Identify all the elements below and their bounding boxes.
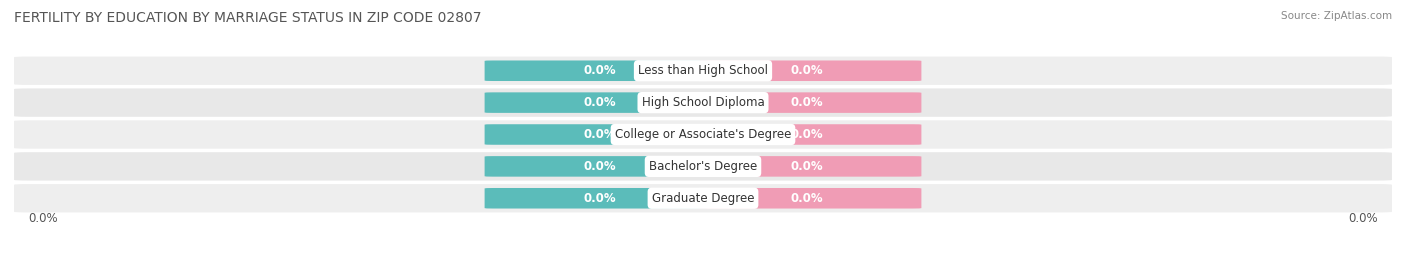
FancyBboxPatch shape (485, 92, 707, 113)
Text: High School Diploma: High School Diploma (641, 96, 765, 109)
Text: 0.0%: 0.0% (28, 211, 58, 225)
FancyBboxPatch shape (14, 120, 1392, 149)
FancyBboxPatch shape (699, 124, 921, 145)
FancyBboxPatch shape (14, 152, 1392, 180)
Text: FERTILITY BY EDUCATION BY MARRIAGE STATUS IN ZIP CODE 02807: FERTILITY BY EDUCATION BY MARRIAGE STATU… (14, 11, 482, 25)
FancyBboxPatch shape (485, 188, 707, 208)
Text: Bachelor's Degree: Bachelor's Degree (650, 160, 756, 173)
Text: 0.0%: 0.0% (583, 128, 616, 141)
Text: 0.0%: 0.0% (790, 128, 823, 141)
FancyBboxPatch shape (485, 61, 707, 81)
Text: 0.0%: 0.0% (583, 192, 616, 205)
FancyBboxPatch shape (14, 56, 1392, 85)
FancyBboxPatch shape (14, 184, 1392, 213)
Text: 0.0%: 0.0% (583, 160, 616, 173)
Text: 0.0%: 0.0% (790, 160, 823, 173)
FancyBboxPatch shape (485, 124, 707, 145)
Text: 0.0%: 0.0% (790, 64, 823, 77)
FancyBboxPatch shape (699, 92, 921, 113)
FancyBboxPatch shape (699, 61, 921, 81)
Text: Graduate Degree: Graduate Degree (652, 192, 754, 205)
Text: 0.0%: 0.0% (583, 64, 616, 77)
FancyBboxPatch shape (699, 156, 921, 177)
Text: 0.0%: 0.0% (583, 96, 616, 109)
Text: Less than High School: Less than High School (638, 64, 768, 77)
Text: 0.0%: 0.0% (1348, 211, 1378, 225)
FancyBboxPatch shape (485, 156, 707, 177)
FancyBboxPatch shape (14, 89, 1392, 117)
Text: 0.0%: 0.0% (790, 96, 823, 109)
Text: College or Associate's Degree: College or Associate's Degree (614, 128, 792, 141)
Text: 0.0%: 0.0% (790, 192, 823, 205)
FancyBboxPatch shape (699, 188, 921, 208)
Text: Source: ZipAtlas.com: Source: ZipAtlas.com (1281, 11, 1392, 21)
